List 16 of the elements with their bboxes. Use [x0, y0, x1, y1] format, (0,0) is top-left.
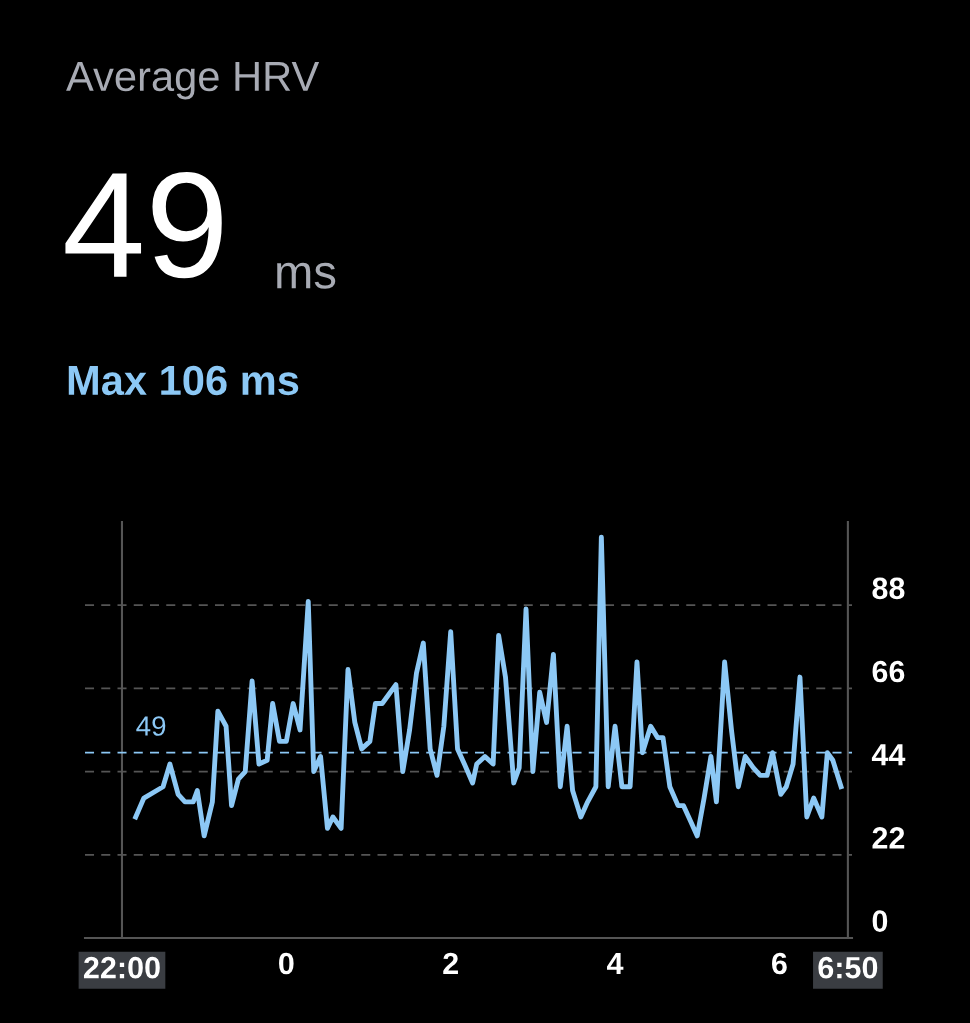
x-tick-label: 6 — [772, 952, 787, 975]
x-tick-label: 2 — [443, 952, 458, 975]
y-tick-label: 44 — [871, 744, 906, 766]
ref-line-label: 22:00 — [83, 956, 160, 979]
x-tick-label: 4 — [607, 953, 624, 975]
ref-line-label: 6:50 — [818, 956, 878, 979]
text: 49 — [65, 172, 222, 279]
text: ms — [277, 262, 336, 289]
chart-title: Average HRV — [66, 62, 320, 100]
x-tick-label: 0 — [279, 952, 294, 975]
y-tick-label: 88 — [872, 577, 905, 600]
ref-line-label: 49 — [136, 716, 166, 736]
text: Max 106 ms — [68, 365, 299, 396]
y-tick-label: 66 — [872, 660, 905, 683]
y-tick-label: 22 — [872, 827, 905, 849]
y-tick-label: 0 — [872, 910, 888, 932]
